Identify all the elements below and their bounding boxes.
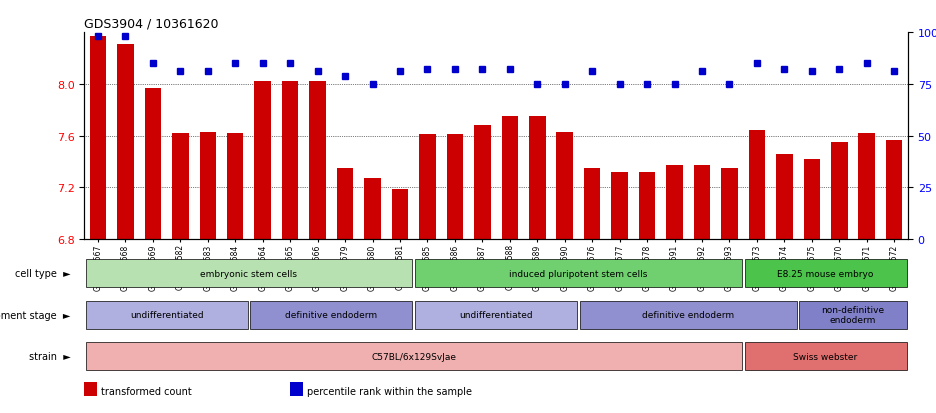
- Text: cell type  ►: cell type ►: [15, 268, 70, 279]
- Bar: [557, 133, 573, 240]
- Bar: [475, 126, 490, 240]
- Bar: [502, 117, 518, 240]
- Bar: [419, 135, 435, 240]
- FancyBboxPatch shape: [415, 301, 578, 329]
- Bar: [255, 82, 271, 240]
- Bar: [290, 382, 302, 396]
- Bar: [145, 88, 161, 240]
- Bar: [886, 140, 902, 240]
- Bar: [227, 134, 243, 240]
- Bar: [529, 117, 546, 240]
- Bar: [666, 166, 682, 240]
- Bar: [117, 45, 134, 240]
- Bar: [858, 134, 875, 240]
- Text: GDS3904 / 10361620: GDS3904 / 10361620: [84, 17, 219, 31]
- Bar: [804, 159, 820, 240]
- FancyBboxPatch shape: [744, 342, 907, 370]
- Text: development stage  ►: development stage ►: [0, 310, 70, 320]
- Text: embryonic stem cells: embryonic stem cells: [200, 269, 298, 278]
- Text: undifferentiated: undifferentiated: [130, 311, 203, 319]
- Text: definitive endoderm: definitive endoderm: [285, 311, 377, 319]
- FancyBboxPatch shape: [85, 260, 413, 287]
- Bar: [172, 134, 188, 240]
- FancyBboxPatch shape: [579, 301, 797, 329]
- Bar: [722, 169, 738, 240]
- Bar: [199, 133, 216, 240]
- Text: strain  ►: strain ►: [29, 351, 70, 361]
- Bar: [446, 135, 463, 240]
- Bar: [364, 179, 381, 240]
- Text: E8.25 mouse embryo: E8.25 mouse embryo: [778, 269, 873, 278]
- Bar: [282, 82, 299, 240]
- Bar: [831, 143, 847, 240]
- Bar: [310, 82, 326, 240]
- Bar: [90, 37, 106, 240]
- Bar: [392, 189, 408, 240]
- Text: undifferentiated: undifferentiated: [460, 311, 533, 319]
- Bar: [337, 169, 353, 240]
- Bar: [611, 172, 628, 240]
- Bar: [584, 169, 600, 240]
- FancyBboxPatch shape: [250, 301, 413, 329]
- Text: transformed count: transformed count: [101, 386, 192, 396]
- FancyBboxPatch shape: [799, 301, 907, 329]
- FancyBboxPatch shape: [85, 342, 742, 370]
- Text: non-definitive
endoderm: non-definitive endoderm: [822, 305, 885, 325]
- FancyBboxPatch shape: [744, 260, 907, 287]
- Bar: [84, 382, 96, 396]
- Bar: [749, 131, 765, 240]
- FancyBboxPatch shape: [415, 260, 742, 287]
- Bar: [694, 166, 710, 240]
- Text: definitive endoderm: definitive endoderm: [642, 311, 735, 319]
- Text: induced pluripotent stem cells: induced pluripotent stem cells: [509, 269, 648, 278]
- Text: Swiss webster: Swiss webster: [794, 352, 857, 361]
- FancyBboxPatch shape: [85, 301, 248, 329]
- Text: percentile rank within the sample: percentile rank within the sample: [307, 386, 472, 396]
- Bar: [776, 154, 793, 240]
- Bar: [639, 172, 655, 240]
- Text: C57BL/6x129SvJae: C57BL/6x129SvJae: [372, 352, 456, 361]
